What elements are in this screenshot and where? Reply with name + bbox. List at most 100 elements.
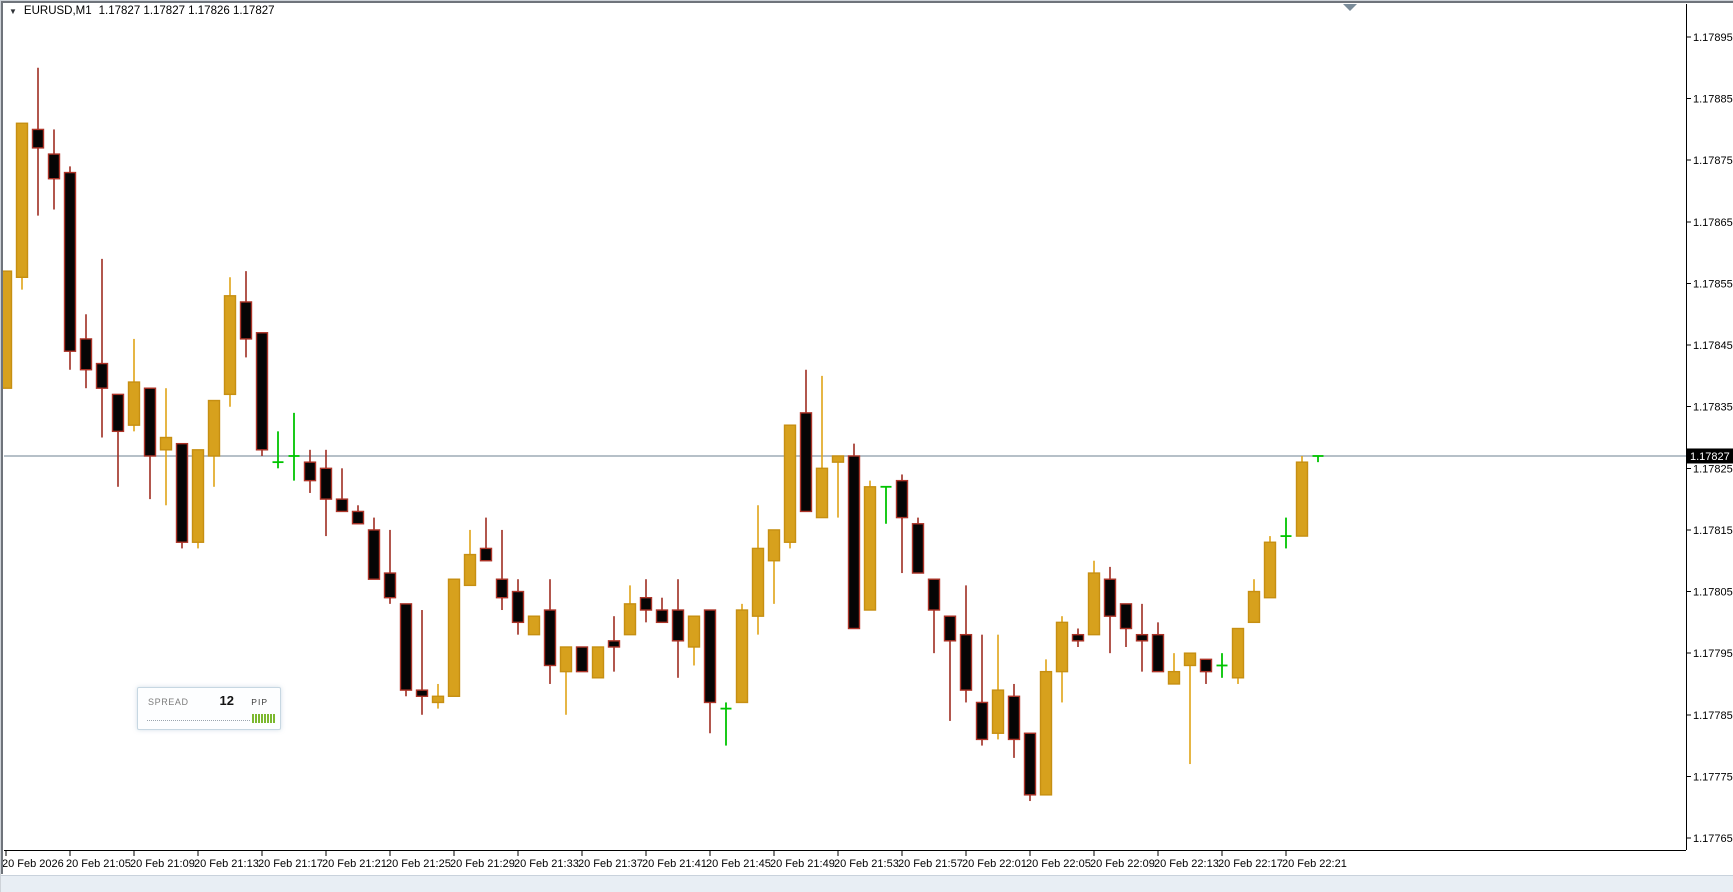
price-axis-label: 1.17815 (1693, 525, 1733, 537)
candle-bear (255, 332, 269, 456)
candle-bear (351, 505, 365, 525)
time-axis-label: 20 Feb 2026 (2, 858, 64, 870)
candle-bear (47, 129, 61, 210)
candle-bear (319, 449, 333, 537)
candle-bear (607, 616, 621, 672)
candle-doji (720, 702, 732, 746)
spread-dotted-line (147, 720, 250, 721)
candle-bear (575, 646, 589, 673)
spread-unit-label: PIP (251, 697, 268, 707)
time-axis-label: 20 Feb 21:49 (770, 858, 835, 870)
candle-doji (1280, 517, 1292, 549)
candle-doji (288, 412, 300, 481)
candles-layer[interactable] (0, 67, 1324, 802)
candle-bull (463, 529, 477, 587)
candle-bull (191, 449, 205, 549)
candle-bear (1071, 628, 1085, 647)
candle-bear (975, 634, 989, 746)
current-price-tag: 1.17827 (1687, 448, 1733, 464)
candle-bear (1119, 603, 1133, 647)
time-axis-label: 20 Feb 22:13 (1154, 858, 1219, 870)
candle-bear (847, 443, 861, 630)
price-axis-label: 1.17855 (1693, 278, 1733, 290)
time-axis-label: 20 Feb 21:41 (642, 858, 707, 870)
candle-bear (1151, 622, 1165, 673)
price-axis-label: 1.17765 (1693, 833, 1733, 845)
time-axis-label: 20 Feb 22:09 (1090, 858, 1155, 870)
candle-bull (1263, 536, 1277, 599)
price-axis-label: 1.17865 (1693, 217, 1733, 229)
candle-bear (1135, 603, 1149, 672)
price-axis-label: 1.17805 (1693, 587, 1733, 599)
time-axis-label: 20 Feb 21:05 (66, 858, 131, 870)
symbol-quote-header: ▼ EURUSD,M1 1.17827 1.17827 1.17826 1.17… (9, 5, 275, 17)
candle-bear (367, 517, 381, 580)
time-axis-label: 20 Feb 22:01 (962, 858, 1027, 870)
candle-bear (703, 609, 717, 734)
price-axis-label: 1.17835 (1693, 402, 1733, 414)
candle-bear (95, 258, 109, 438)
candle-bear (31, 67, 45, 216)
candle-doji (1216, 653, 1228, 678)
spread-value: 12 (219, 693, 234, 708)
candle-bear (175, 442, 189, 549)
candle-bull (1183, 652, 1197, 765)
time-axis[interactable]: 20 Feb 2026 20 Feb 21:05 20 Feb 21:09 20 Fe… (2, 850, 1347, 870)
time-axis-label: 20 Feb 22:17 (1218, 858, 1283, 870)
candle-bear (799, 369, 813, 513)
candle-bull (15, 122, 29, 290)
candle-bull (1087, 560, 1101, 636)
candle-bull (559, 646, 573, 715)
spread-indicator-panel: SPREAD 12 PIP (137, 687, 281, 730)
candle-bull (1039, 659, 1053, 796)
candle-bear (911, 517, 925, 574)
candle-bear (143, 387, 157, 500)
candle-bull (1167, 653, 1181, 685)
axis-frame (4, 4, 1687, 851)
candle-bear (383, 529, 397, 604)
candle-bear (895, 474, 909, 574)
time-axis-label: 20 Feb 21:13 (194, 858, 259, 870)
candle-bear (415, 610, 429, 715)
candle-bear (335, 468, 349, 513)
time-axis-label: 20 Feb 21:09 (130, 858, 195, 870)
candle-bear (655, 597, 669, 624)
candle-bull (223, 277, 237, 407)
candle-bull (159, 388, 173, 506)
price-axis-label: 1.17785 (1693, 710, 1733, 722)
candle-bull (783, 424, 797, 549)
symbol-timeframe-label: EURUSD,M1 (23, 5, 92, 17)
candle-bear (943, 615, 957, 721)
candle-bull (431, 683, 445, 709)
time-axis-label: 20 Feb 21:21 (322, 858, 387, 870)
window-border-left-outer (0, 0, 1, 892)
candle-bear (79, 314, 93, 389)
candle-bull (527, 615, 541, 636)
time-axis-label: 20 Feb 22:05 (1026, 858, 1091, 870)
price-axis[interactable]: 1.17895 1.17885 1.17875 1.17865 1.17855 1.178… (1686, 32, 1733, 845)
candle-bull (1247, 579, 1261, 624)
candle-bull (767, 529, 781, 604)
candle-bull (991, 634, 1005, 740)
candle-bear (1103, 566, 1117, 654)
candle-bear (959, 585, 973, 703)
candle-bear (511, 579, 525, 635)
candle-bull (1295, 455, 1309, 537)
time-axis-label: 20 Feb 21:57 (898, 858, 963, 870)
candle-doji (272, 431, 284, 469)
candle-bear (639, 579, 653, 623)
time-axis-label: 20 Feb 22:21 (1282, 858, 1347, 870)
spread-label: SPREAD (148, 697, 189, 707)
candle-bull (831, 455, 845, 518)
window-border-left-inner (1, 1, 3, 874)
time-axis-label: 20 Feb 21:17 (258, 858, 323, 870)
chart-shift-marker-icon[interactable] (1343, 4, 1357, 11)
candle-bear (479, 517, 493, 562)
candle-bull (815, 375, 829, 519)
candle-doji (880, 485, 892, 524)
candle-bear (495, 529, 509, 611)
symbol-dropdown-arrow-icon[interactable]: ▼ (9, 7, 17, 16)
time-axis-label: 20 Feb 21:45 (706, 858, 771, 870)
